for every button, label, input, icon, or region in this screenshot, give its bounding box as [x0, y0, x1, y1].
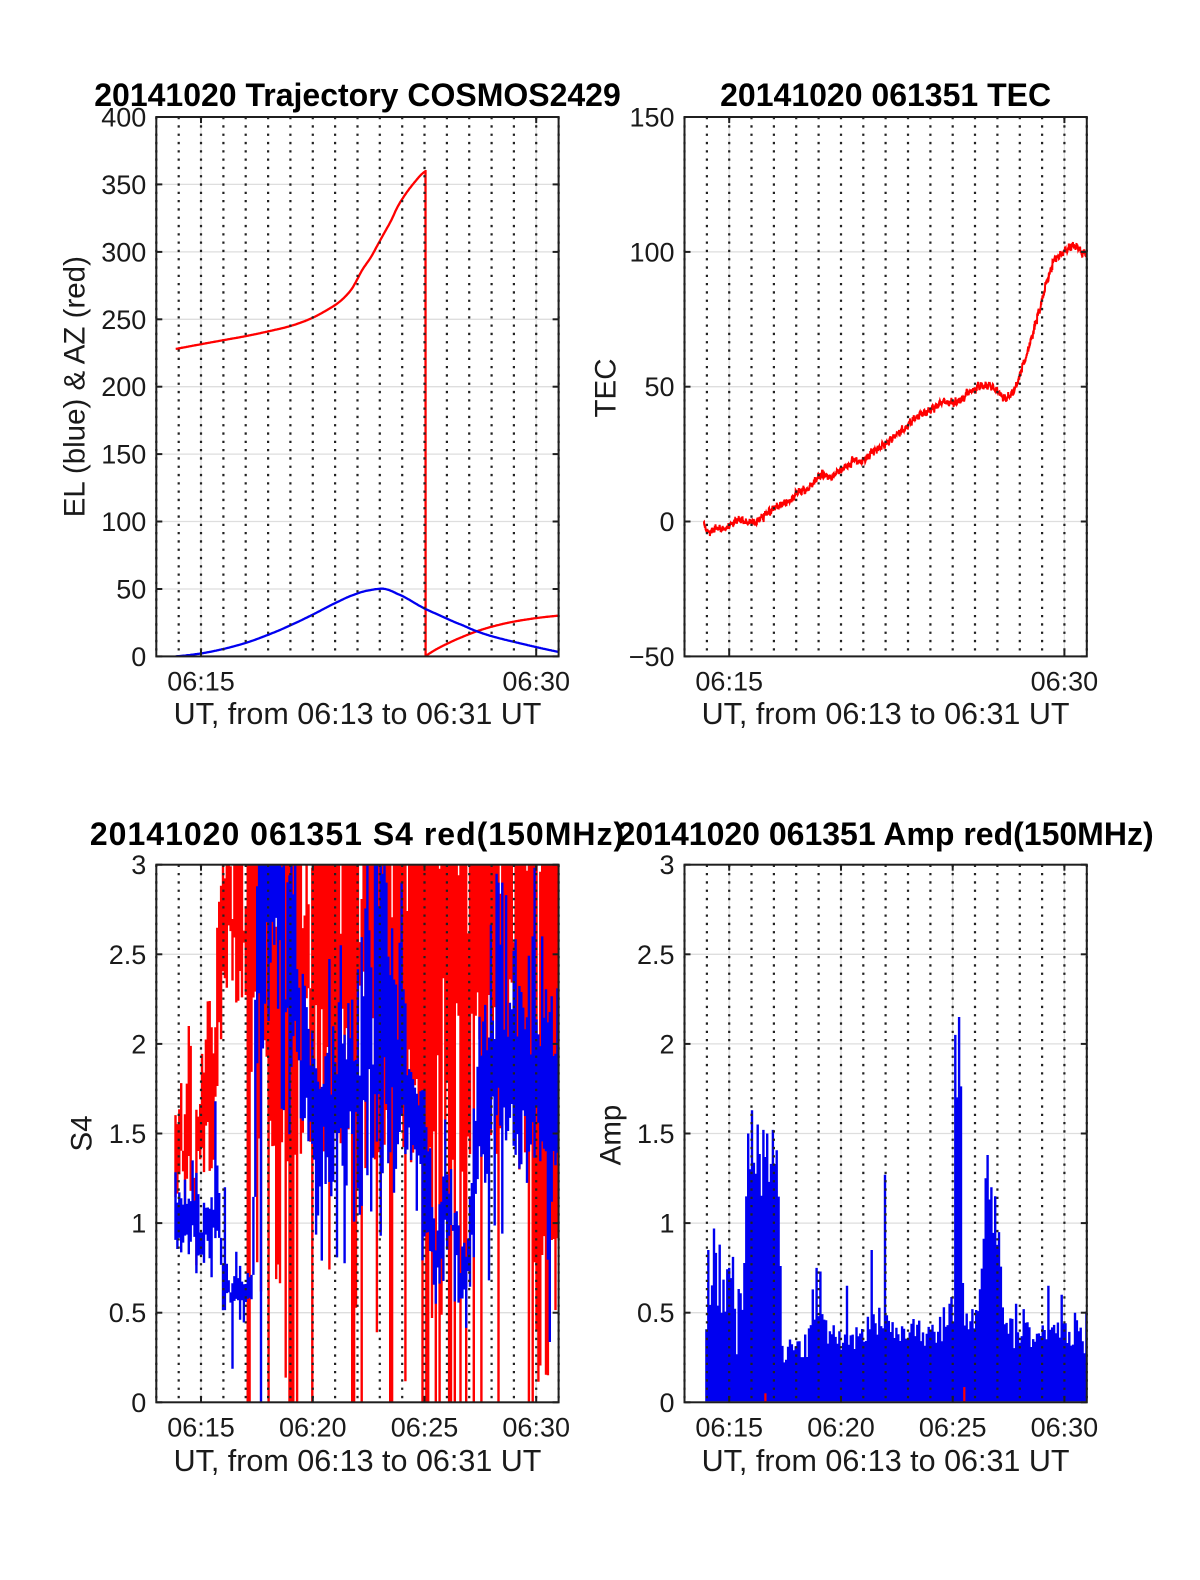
- svg-text:06:15: 06:15: [695, 666, 763, 696]
- svg-text:1: 1: [131, 1209, 146, 1239]
- svg-text:UT, from 06:13 to 06:31 UT: UT, from 06:13 to 06:31 UT: [174, 1444, 542, 1478]
- svg-text:150: 150: [629, 103, 674, 133]
- svg-text:100: 100: [101, 507, 146, 537]
- svg-text:50: 50: [644, 372, 674, 402]
- svg-text:06:30: 06:30: [502, 666, 570, 696]
- svg-text:UT, from 06:13 to 06:31 UT: UT, from 06:13 to 06:31 UT: [174, 697, 542, 731]
- svg-text:400: 400: [101, 103, 146, 133]
- svg-text:06:15: 06:15: [695, 1412, 763, 1442]
- svg-text:50: 50: [116, 575, 146, 605]
- svg-text:06:30: 06:30: [1031, 666, 1099, 696]
- svg-text:2: 2: [659, 1029, 674, 1059]
- svg-text:06:30: 06:30: [502, 1412, 570, 1442]
- svg-text:1.5: 1.5: [637, 1119, 675, 1149]
- svg-text:06:25: 06:25: [919, 1412, 987, 1442]
- svg-text:250: 250: [101, 305, 146, 335]
- svg-text:0: 0: [659, 507, 674, 537]
- svg-text:20141020 061351 TEC: 20141020 061351 TEC: [720, 77, 1051, 113]
- svg-text:0: 0: [659, 1388, 674, 1418]
- svg-text:UT, from 06:13 to 06:31 UT: UT, from 06:13 to 06:31 UT: [702, 697, 1070, 731]
- svg-text:UT, from 06:13 to 06:31 UT: UT, from 06:13 to 06:31 UT: [702, 1444, 1070, 1478]
- svg-text:−50: −50: [629, 642, 675, 672]
- svg-text:0.5: 0.5: [109, 1298, 147, 1328]
- svg-text:100: 100: [629, 237, 674, 267]
- svg-text:20141020 Trajectory COSMOS2429: 20141020 Trajectory COSMOS2429: [94, 77, 621, 113]
- svg-text:06:20: 06:20: [279, 1412, 347, 1442]
- svg-text:06:25: 06:25: [391, 1412, 459, 1442]
- svg-text:2.5: 2.5: [109, 940, 147, 970]
- svg-text:2: 2: [131, 1029, 146, 1059]
- svg-text:0.5: 0.5: [637, 1298, 675, 1328]
- svg-text:300: 300: [101, 237, 146, 267]
- svg-text:20141020 061351 S4 red(150MHz): 20141020 061351 S4 red(150MHz): [90, 816, 625, 852]
- svg-text:06:15: 06:15: [167, 666, 235, 696]
- svg-text:06:15: 06:15: [167, 1412, 235, 1442]
- svg-text:1: 1: [659, 1209, 674, 1239]
- svg-text:S4: S4: [66, 1115, 99, 1151]
- svg-text:1.5: 1.5: [109, 1119, 147, 1149]
- svg-text:2.5: 2.5: [637, 940, 675, 970]
- svg-text:150: 150: [101, 440, 146, 470]
- svg-text:3: 3: [659, 850, 674, 880]
- svg-text:20141020 061351 Amp red(150MHz: 20141020 061351 Amp red(150MHz): [618, 816, 1154, 852]
- svg-text:0: 0: [131, 642, 146, 672]
- svg-text:0: 0: [131, 1388, 146, 1418]
- svg-text:06:20: 06:20: [807, 1412, 875, 1442]
- svg-text:TEC: TEC: [590, 359, 623, 418]
- svg-text:EL (blue) & AZ (red): EL (blue) & AZ (red): [59, 256, 92, 517]
- svg-text:3: 3: [131, 850, 146, 880]
- svg-text:Amp: Amp: [595, 1105, 628, 1166]
- svg-text:200: 200: [101, 372, 146, 402]
- svg-text:350: 350: [101, 170, 146, 200]
- svg-text:06:30: 06:30: [1031, 1412, 1099, 1442]
